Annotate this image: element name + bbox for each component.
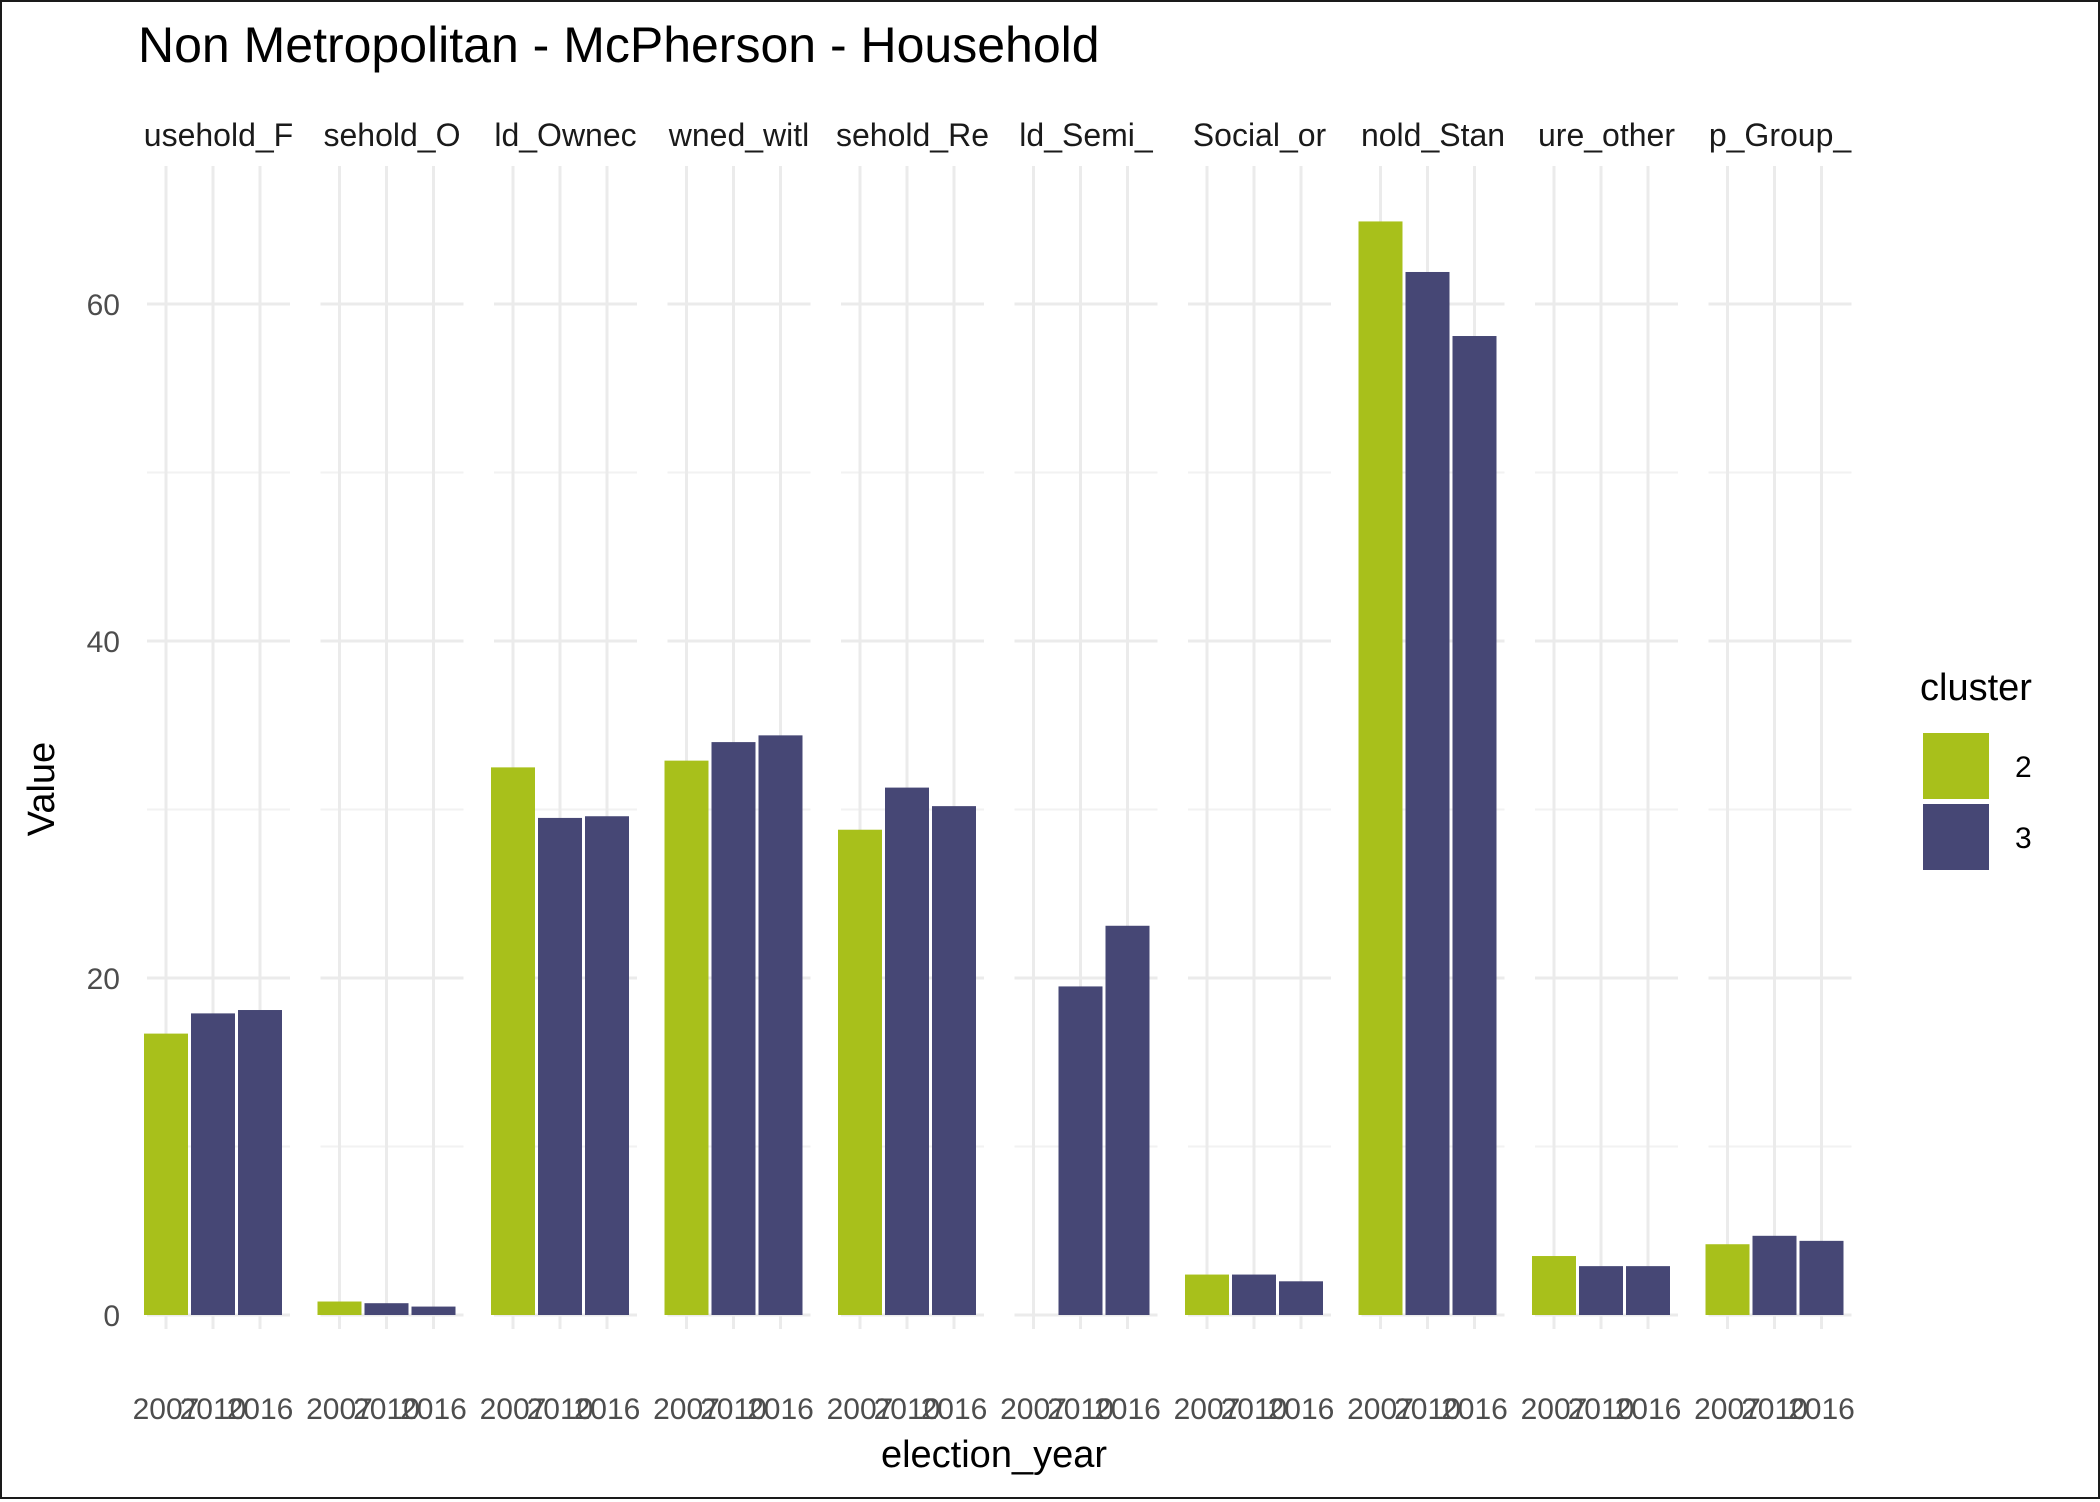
x-tick-label: 2010 — [180, 1393, 247, 1426]
x-tick-label: 2010 — [1741, 1393, 1808, 1426]
bar-ure_other-2010 — [1579, 1266, 1623, 1315]
bar-wned_witl-2007 — [664, 760, 709, 1315]
legend-swatch-2 — [1923, 733, 1989, 799]
x-tick-label: 2007 — [1521, 1393, 1588, 1426]
x-tick-label: 2007 — [653, 1393, 720, 1426]
bar-p_Group_-2010 — [1752, 1235, 1797, 1315]
facet-strip-label: ld_Semi_ — [1019, 117, 1154, 153]
bar-sehold_Re-2016 — [932, 806, 976, 1315]
x-tick-label: 2010 — [1047, 1393, 1114, 1426]
bar-p_Group_-2007 — [1705, 1244, 1750, 1315]
x-tick-label: 2007 — [1174, 1393, 1241, 1426]
facet-strip-label: p_Group_ — [1709, 117, 1853, 153]
bar-wned_witl-2016 — [758, 735, 803, 1315]
bar-usehold_F-2010 — [191, 1013, 235, 1315]
x-tick-label: 2016 — [1268, 1393, 1335, 1426]
x-tick-label: 2010 — [874, 1393, 941, 1426]
y-tick-label: 0 — [103, 1300, 120, 1333]
facet-strip-label: nold_Stan — [1361, 117, 1505, 153]
facet-strip-label: sehold_Re — [836, 117, 989, 153]
legend-label-3: 3 — [2015, 822, 2032, 855]
bar-sehold_Re-2010 — [885, 787, 929, 1315]
legend-label-2: 2 — [2015, 751, 2032, 784]
x-tick-label: 2007 — [827, 1393, 894, 1426]
x-tick-label: 2010 — [1394, 1393, 1461, 1426]
bar-ld_Ownec-2007 — [491, 767, 535, 1315]
facet-strip-label: sehold_O — [324, 117, 461, 153]
x-tick-label: 2010 — [527, 1393, 594, 1426]
y-tick-label: 60 — [87, 289, 120, 322]
x-tick-label: 2007 — [1000, 1393, 1067, 1426]
x-tick-label: 2016 — [921, 1393, 988, 1426]
bar-nold_Stan-2016 — [1452, 336, 1497, 1315]
x-tick-label: 2010 — [1221, 1393, 1288, 1426]
facet-strip-label: wned_witl — [668, 117, 810, 153]
legend-swatch-3 — [1923, 804, 1989, 870]
bar-Social_or-2007 — [1185, 1274, 1229, 1315]
bar-wned_witl-2010 — [711, 742, 756, 1315]
bar-ld_Semi_-2016 — [1105, 925, 1150, 1315]
x-tick-label: 2007 — [306, 1393, 373, 1426]
bar-p_Group_-2016 — [1799, 1240, 1844, 1315]
bar-ld_Ownec-2010 — [538, 817, 582, 1315]
bar-ld_Semi_-2010 — [1058, 986, 1103, 1315]
facet-strip-label: usehold_F — [144, 117, 293, 153]
bar-sehold_O-2010 — [364, 1303, 409, 1315]
bar-nold_Stan-2007 — [1358, 221, 1403, 1315]
x-tick-label: 2016 — [574, 1393, 641, 1426]
x-tick-label: 2016 — [1094, 1393, 1161, 1426]
x-tick-label: 2007 — [133, 1393, 200, 1426]
x-tick-label: 2016 — [747, 1393, 814, 1426]
facet-strip-label: Social_or — [1193, 117, 1327, 153]
x-tick-label: 2010 — [700, 1393, 767, 1426]
bar-usehold_F-2016 — [238, 1010, 282, 1315]
facet-strip-label: ld_Ownec — [494, 117, 636, 153]
chart-title: Non Metropolitan - McPherson - Household — [138, 17, 1100, 73]
bar-nold_Stan-2010 — [1405, 271, 1450, 1315]
bar-ure_other-2007 — [1532, 1256, 1576, 1315]
x-axis-title: election_year — [881, 1434, 1107, 1476]
x-tick-label: 2007 — [1694, 1393, 1761, 1426]
bar-sehold_O-2016 — [411, 1306, 456, 1315]
x-tick-label: 2016 — [1615, 1393, 1682, 1426]
bar-usehold_F-2007 — [144, 1033, 188, 1315]
y-tick-label: 40 — [87, 626, 120, 659]
x-tick-label: 2010 — [353, 1393, 420, 1426]
x-tick-label: 2016 — [400, 1393, 467, 1426]
x-tick-label: 2010 — [1568, 1393, 1635, 1426]
bar-sehold_O-2007 — [317, 1301, 362, 1315]
bar-ure_other-2016 — [1626, 1266, 1670, 1315]
x-tick-label: 2016 — [1441, 1393, 1508, 1426]
bar-Social_or-2010 — [1232, 1274, 1276, 1315]
bar-ld_Ownec-2016 — [585, 816, 629, 1315]
plot-area: 0204060usehold_F200720102016sehold_O2007… — [87, 117, 1855, 1426]
x-tick-label: 2007 — [480, 1393, 547, 1426]
x-tick-label: 2016 — [1788, 1393, 1855, 1426]
facet-strip-label: ure_other — [1538, 117, 1675, 153]
y-axis-title: Value — [21, 742, 63, 836]
bar-sehold_Re-2007 — [838, 829, 882, 1315]
y-tick-label: 20 — [87, 963, 120, 996]
legend-title: cluster — [1920, 667, 2032, 709]
x-tick-label: 2016 — [227, 1393, 294, 1426]
x-tick-label: 2007 — [1347, 1393, 1414, 1426]
legend: cluster 2 3 — [1920, 667, 2032, 870]
bar-Social_or-2016 — [1279, 1281, 1323, 1315]
